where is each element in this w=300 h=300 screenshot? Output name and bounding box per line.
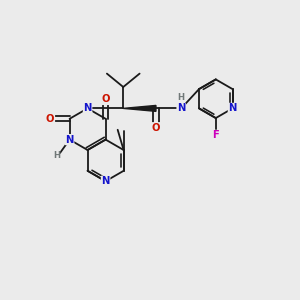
Text: O: O — [152, 123, 160, 133]
Polygon shape — [123, 105, 156, 111]
Text: N: N — [228, 103, 237, 113]
Text: H: H — [178, 94, 185, 103]
Text: N: N — [83, 103, 92, 113]
Text: O: O — [46, 114, 55, 124]
Text: N: N — [101, 176, 110, 186]
Text: H: H — [53, 152, 60, 160]
Text: F: F — [212, 130, 219, 140]
Text: N: N — [177, 103, 185, 113]
Text: N: N — [65, 135, 74, 145]
Text: O: O — [101, 94, 110, 104]
